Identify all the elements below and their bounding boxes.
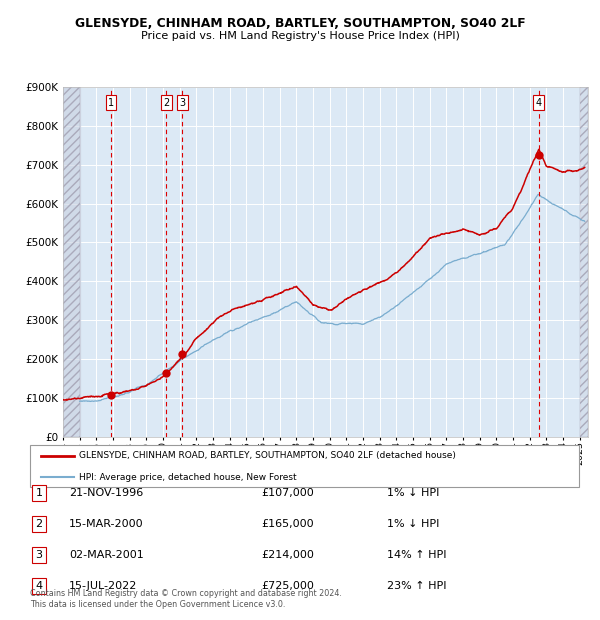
Text: £725,000: £725,000 [261,581,314,591]
Text: 1% ↓ HPI: 1% ↓ HPI [387,519,439,529]
Text: £165,000: £165,000 [261,519,314,529]
Text: 23% ↑ HPI: 23% ↑ HPI [387,581,446,591]
Text: 3: 3 [35,550,43,560]
Text: 15-MAR-2000: 15-MAR-2000 [69,519,143,529]
Text: £214,000: £214,000 [261,550,314,560]
Text: HPI: Average price, detached house, New Forest: HPI: Average price, detached house, New … [79,473,297,482]
Text: 2: 2 [163,97,170,107]
Text: 1: 1 [108,97,115,107]
Text: GLENSYDE, CHINHAM ROAD, BARTLEY, SOUTHAMPTON, SO40 2LF (detached house): GLENSYDE, CHINHAM ROAD, BARTLEY, SOUTHAM… [79,451,456,461]
Text: 15-JUL-2022: 15-JUL-2022 [69,581,137,591]
Bar [580,87,588,437]
Text: 21-NOV-1996: 21-NOV-1996 [69,488,143,498]
Text: 14% ↑ HPI: 14% ↑ HPI [387,550,446,560]
Text: Price paid vs. HM Land Registry's House Price Index (HPI): Price paid vs. HM Land Registry's House … [140,31,460,41]
Text: GLENSYDE, CHINHAM ROAD, BARTLEY, SOUTHAMPTON, SO40 2LF: GLENSYDE, CHINHAM ROAD, BARTLEY, SOUTHAM… [74,17,526,30]
Bar [63,87,80,437]
Bar [63,87,80,437]
Text: 3: 3 [179,97,185,107]
Text: 2: 2 [35,519,43,529]
Bar [580,87,588,437]
Text: Contains HM Land Registry data © Crown copyright and database right 2024.
This d: Contains HM Land Registry data © Crown c… [30,590,342,609]
Text: 1: 1 [35,488,43,498]
Text: 02-MAR-2001: 02-MAR-2001 [69,550,144,560]
Text: 4: 4 [536,97,542,107]
Text: 1% ↓ HPI: 1% ↓ HPI [387,488,439,498]
Text: £107,000: £107,000 [261,488,314,498]
Text: 4: 4 [35,581,43,591]
